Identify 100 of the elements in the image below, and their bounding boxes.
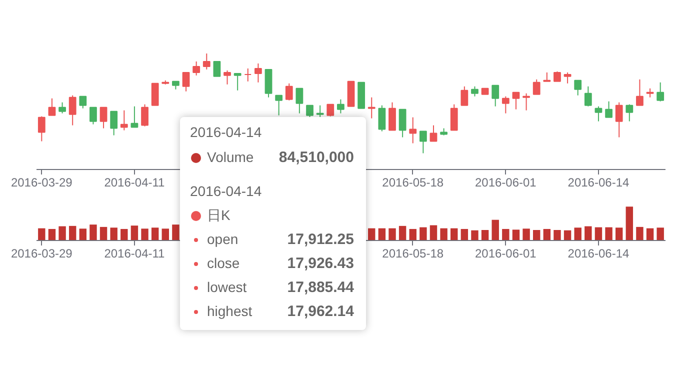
bar	[636, 226, 644, 240]
annotation: 84,510,000	[278, 149, 354, 166]
candlestick	[151, 82, 159, 106]
bar	[38, 228, 46, 240]
text: 2016-04-14	[190, 183, 262, 199]
bar	[646, 228, 654, 240]
candlestick	[409, 116, 417, 144]
candlestick	[296, 88, 304, 114]
bar	[398, 226, 406, 240]
text: 17,926.43	[287, 255, 354, 272]
candlestick	[326, 104, 334, 117]
candlestick	[419, 130, 427, 154]
bar	[564, 230, 572, 240]
annotation: 2016-04-14	[190, 124, 262, 140]
bar	[594, 227, 602, 240]
bar	[605, 227, 612, 240]
candlestick	[378, 104, 386, 132]
candlestick	[554, 70, 561, 82]
bar	[615, 228, 623, 240]
candlestick	[58, 102, 66, 114]
candlestick	[100, 106, 108, 129]
x-tick-label: 2016-04-11	[104, 176, 166, 190]
candlestick	[460, 86, 468, 106]
candlestick	[398, 108, 406, 138]
bar	[409, 228, 416, 240]
x-tick-label: 2016-03-29	[10, 246, 73, 260]
candlestick	[275, 94, 283, 116]
candlestick	[615, 102, 623, 138]
bar	[460, 228, 468, 240]
bar	[172, 224, 180, 240]
candlestick	[492, 84, 500, 107]
bar	[502, 228, 510, 240]
candlestick	[110, 110, 118, 136]
x-tick-label: 2016-03-29	[10, 176, 73, 190]
candlestick	[224, 70, 231, 85]
bar	[522, 228, 530, 240]
candlestick	[336, 98, 344, 114]
candlestick	[430, 124, 438, 142]
bar	[378, 228, 386, 240]
bar	[440, 228, 448, 240]
bar	[574, 228, 582, 240]
bar	[512, 230, 520, 240]
candlestick	[605, 100, 612, 118]
candlestick	[388, 102, 396, 131]
bar	[68, 226, 76, 240]
bar	[151, 228, 159, 240]
bar	[543, 228, 551, 240]
annotation: 17,912.25	[287, 231, 354, 248]
candlestick	[532, 78, 540, 95]
bar	[141, 228, 148, 240]
bar	[58, 226, 66, 240]
candlestick	[192, 60, 200, 76]
bar	[90, 224, 97, 240]
text: 17,885.44	[287, 279, 354, 296]
candlestick	[202, 52, 210, 70]
bar	[533, 230, 540, 240]
bar	[130, 226, 138, 240]
candlestick	[285, 82, 293, 101]
candlestick	[213, 60, 221, 77]
text: 17,962.14	[287, 303, 354, 320]
annotation: Volume	[207, 149, 254, 165]
x-tick-label: 2016-06-14	[568, 246, 630, 260]
candlestick	[368, 96, 376, 119]
bar	[79, 228, 87, 240]
x-tick-label: 2016-05-18	[382, 176, 444, 190]
candlestick	[130, 106, 138, 128]
bar	[450, 228, 458, 240]
candlestick	[48, 98, 56, 116]
candlestick	[254, 62, 262, 83]
x-tick-label: 2016-04-11	[104, 246, 166, 260]
bar	[584, 226, 592, 240]
candlestick	[512, 92, 520, 110]
bar	[481, 230, 489, 240]
bar	[120, 228, 128, 240]
candlestick	[450, 104, 458, 131]
bar	[110, 228, 118, 240]
candlestick	[182, 72, 190, 92]
candlestick	[522, 92, 530, 111]
annotation: 日K	[207, 207, 230, 225]
candlestick	[79, 96, 87, 109]
bar	[626, 206, 634, 240]
bar	[656, 228, 664, 240]
bar	[430, 225, 438, 240]
candlestick	[564, 72, 572, 84]
candlestick	[244, 68, 252, 82]
text: close	[207, 255, 240, 271]
candlestick	[234, 72, 242, 91]
text: lowest	[207, 279, 247, 295]
candlestick	[584, 86, 592, 107]
candlestick	[626, 104, 634, 122]
candlestick	[306, 104, 314, 118]
bar	[100, 226, 108, 240]
candlestick	[594, 106, 602, 122]
annotation: open	[207, 231, 238, 247]
candlestick	[90, 106, 97, 125]
x-tick-label: 2016-05-18	[382, 246, 444, 260]
bar	[162, 228, 169, 240]
bar	[48, 228, 56, 240]
text: highest	[207, 303, 252, 319]
bar	[554, 230, 561, 240]
